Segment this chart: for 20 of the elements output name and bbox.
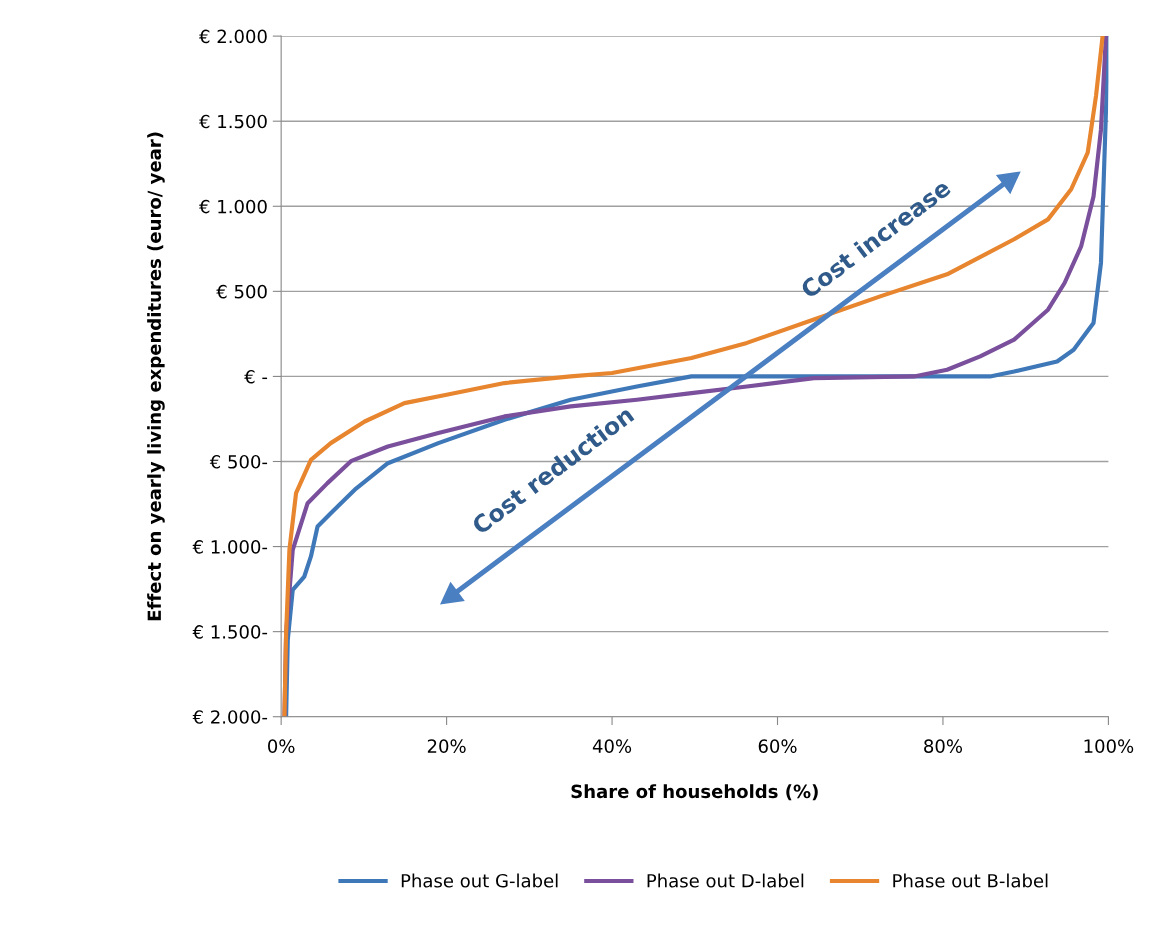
y-tick-label: € 1.000- — [192, 540, 268, 554]
y-tick-label: € 2.000- — [192, 710, 268, 724]
y-tick-label: € 2.000 — [199, 29, 267, 44]
x-tick-label: 0% — [268, 739, 295, 753]
y-axis-title: Effect on yearly living expenditures (euro/ year) — [147, 132, 165, 621]
y-tick-label: € 1.000 — [199, 199, 267, 214]
x-axis-title: Share of households (%) — [571, 784, 818, 801]
x-tick-label: 40% — [592, 739, 632, 753]
legend-label: Phase out D-label — [647, 873, 804, 888]
y-tick-label: € - — [244, 369, 268, 384]
x-tick-label: 20% — [427, 739, 466, 753]
legend-label: Phase out G-label — [401, 873, 558, 888]
x-tick-label: 100% — [1084, 739, 1134, 753]
y-tick-label: € 500 — [216, 284, 267, 299]
y-tick-label: € 1.500- — [192, 625, 268, 639]
y-tick-label: € 500- — [209, 454, 268, 469]
legend-label: Phase out B-label — [893, 873, 1048, 888]
y-tick-label: € 1.500 — [199, 114, 267, 129]
x-tick-label: 60% — [758, 739, 797, 753]
x-tick-label: 80% — [924, 739, 963, 753]
